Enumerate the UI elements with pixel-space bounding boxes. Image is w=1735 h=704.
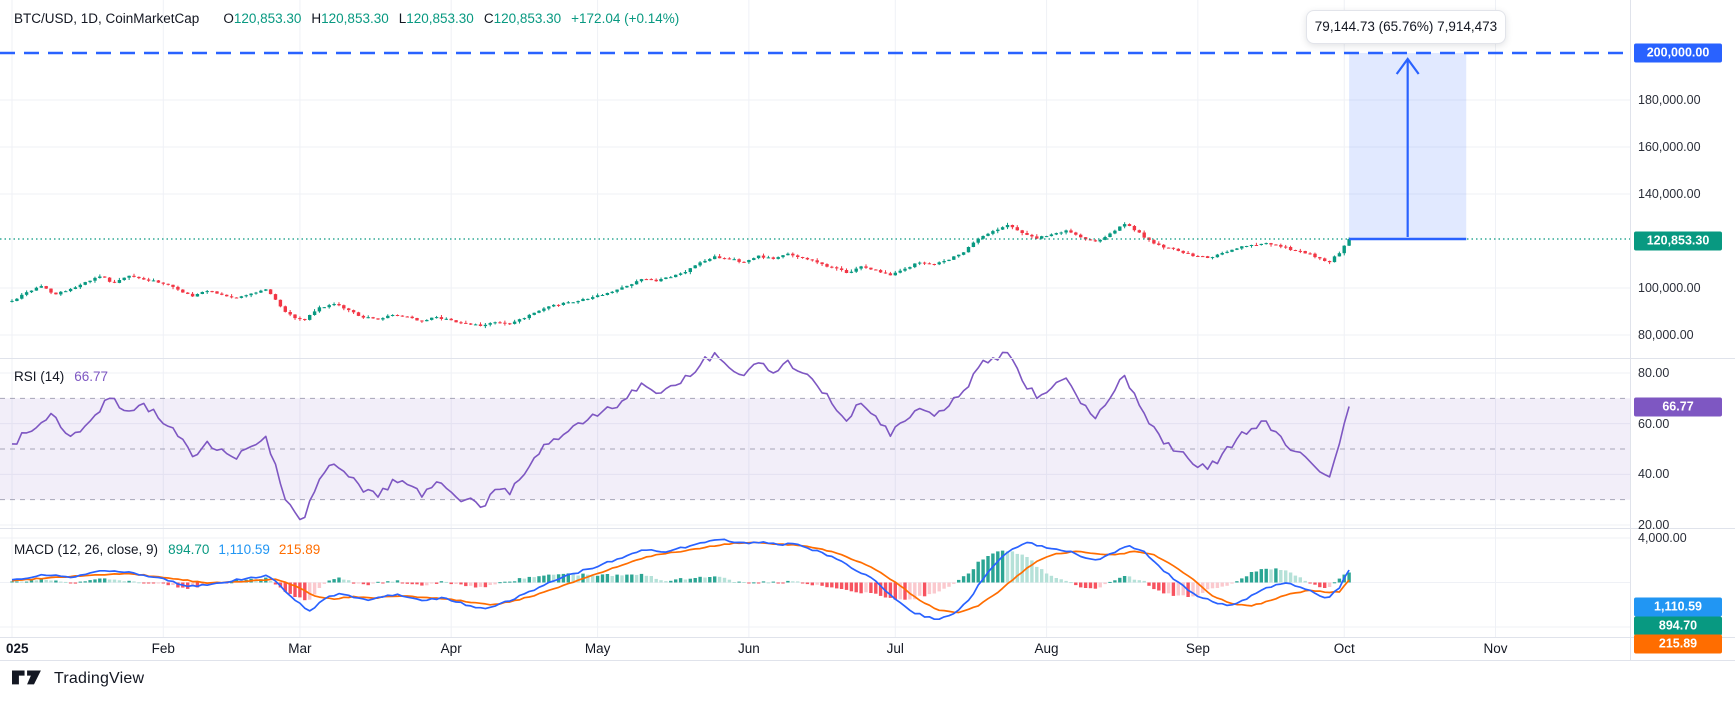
macd-line-value: 1,110.59 — [218, 542, 270, 557]
time-axis-month-may: May — [584, 641, 611, 656]
rsi-tick: 60.00 — [1638, 416, 1670, 431]
low-value: 120,853.30 — [406, 11, 474, 26]
measure-tool-tooltip: 79,144.73 (65.76%) 7,914,473 — [1306, 10, 1506, 44]
price-tick: 160,000.00 — [1638, 140, 1701, 154]
time-axis-year-label[interactable]: 025 — [6, 641, 29, 656]
rsi-title[interactable]: RSI (14) — [14, 369, 65, 384]
macd-hist-value: 894.70 — [168, 542, 210, 557]
macd-status-line: MACD (12, 26, close, 9) 894.70 1,110.59 215… — [14, 542, 320, 557]
rsi-value: 66.77 — [74, 369, 109, 384]
rsi-status-line: RSI (14) 66.77 — [14, 369, 108, 384]
time-axis-month-oct: Oct — [1333, 641, 1355, 656]
macd-tick: 4,000.00 — [1638, 531, 1687, 545]
time-axis-month-nov: Nov — [1483, 641, 1508, 656]
macd-line-badge: 1,110.59 — [1634, 597, 1722, 616]
macd-signal-badge: 215.89 — [1634, 634, 1722, 653]
price-tick: 80,000.00 — [1638, 328, 1694, 342]
time-axis-month-jun: Jun — [737, 641, 760, 656]
macd-signal-value: 215.89 — [278, 542, 321, 557]
rsi-tick: 20.00 — [1638, 517, 1670, 532]
macd-hist-badge: 894.70 — [1634, 616, 1722, 635]
current-price-badge: 120,853.30 — [1634, 231, 1722, 251]
open-value: 120,853.30 — [233, 11, 302, 26]
rsi-tick: 40.00 — [1638, 467, 1670, 482]
symbol-status-line: BTC/USD, 1D, CoinMarketCap O120,853.30 H12… — [14, 11, 679, 26]
tradingview-logo-icon — [12, 670, 41, 685]
price-tick: 140,000.00 — [1638, 187, 1701, 201]
open-label: O — [223, 11, 234, 26]
tradingview-logo-text: TradingView — [54, 670, 145, 687]
time-axis-month-sep: Sep — [1185, 641, 1210, 656]
time-axis-month-aug: Aug — [1034, 641, 1059, 656]
close-label: C — [483, 11, 494, 26]
rsi-tick: 80.00 — [1638, 366, 1670, 380]
high-value: 120,853.30 — [321, 11, 389, 26]
alert-price-badge: 200,000.00 — [1634, 43, 1722, 63]
symbol-title[interactable]: BTC/USD, 1D, CoinMarketCap — [14, 11, 200, 26]
tradingview-branding[interactable]: TradingView — [12, 667, 144, 691]
time-axis-month-apr: Apr — [440, 641, 462, 656]
time-axis-month-jul: Jul — [886, 641, 904, 656]
high-label: H — [311, 11, 322, 26]
macd-title[interactable]: MACD (12, 26, close, 9) — [14, 542, 159, 557]
measure-tooltip-text: 79,144.73 (65.76%) 7,914,473 — [1314, 19, 1498, 34]
time-axis-month-mar: Mar — [288, 641, 312, 656]
close-value: 120,853.30 — [493, 11, 562, 26]
time-axis-month-feb: Feb — [151, 641, 175, 656]
low-label: L — [398, 11, 407, 26]
change-value: +172.04 (+0.14%) — [571, 11, 680, 26]
price-tick: 100,000.00 — [1638, 281, 1701, 295]
rsi-value-badge: 66.77 — [1634, 397, 1722, 416]
price-tick: 180,000.00 — [1638, 93, 1701, 107]
